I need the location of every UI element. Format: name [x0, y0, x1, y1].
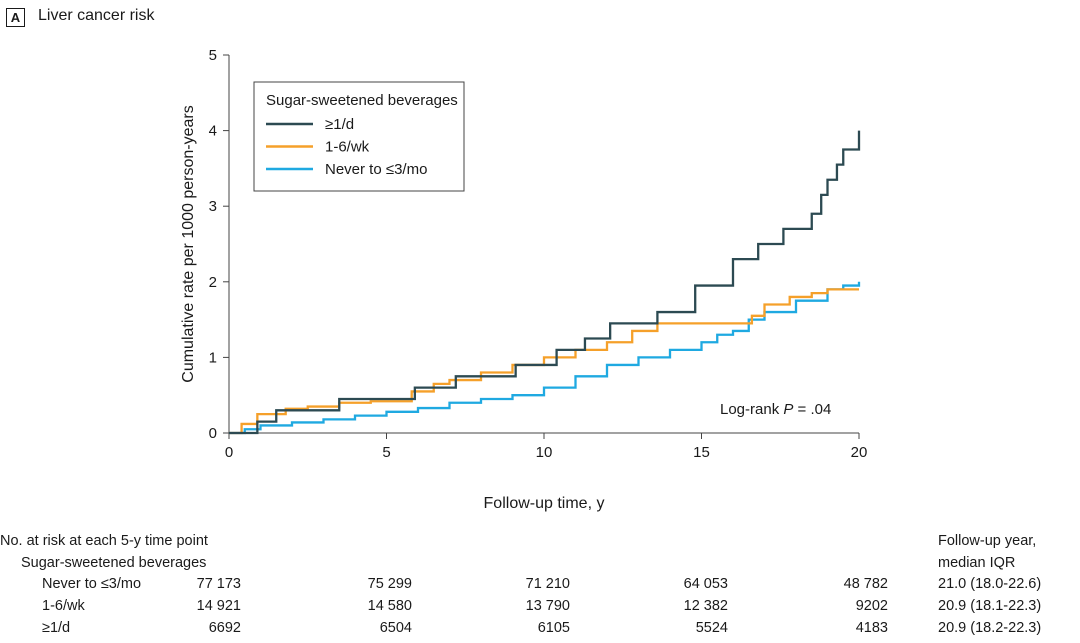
risk-cell: 13 790 — [525, 598, 570, 614]
risk-cell: 6504 — [379, 620, 412, 636]
log-rank-annotation: Log-rank P = .04 — [720, 401, 831, 418]
risk-cell: 48 782 — [843, 576, 888, 592]
followup-cell: 20.9 (18.2-22.3) — [938, 620, 1042, 636]
risk-cell: 4183 — [855, 620, 888, 636]
risk-cell: 14 580 — [367, 598, 412, 614]
risk-cell: 12 382 — [683, 598, 728, 614]
panel-label: A — [6, 8, 25, 27]
risk-cell: 5524 — [695, 620, 728, 636]
followup-cell: 21.0 (18.0-22.6) — [938, 576, 1042, 592]
followup-header-line2: median IQR — [938, 555, 1016, 571]
risk-cell: 75 299 — [367, 576, 412, 592]
x-tick-label: 10 — [536, 444, 553, 461]
y-axis-label: Cumulative rate per 1000 person-years — [180, 105, 197, 382]
followup-cell: 20.9 (18.1-22.3) — [938, 598, 1042, 614]
risk-row-label: ≥1/d — [42, 620, 71, 636]
legend-label: ≥1/d — [325, 116, 354, 133]
survival-chart: 0 5 10 15 20 0 1 2 3 4 5 Follow-up time, y Cumulativ… — [180, 47, 867, 512]
legend-label: Never to ≤3/mo — [325, 161, 427, 178]
axes: 0 5 10 15 20 0 1 2 3 4 5 Follow-up time, y Cumulativ… — [180, 47, 867, 512]
risk-cell: 64 053 — [683, 576, 728, 592]
y-tick-label: 1 — [209, 349, 217, 366]
legend-label: 1-6/wk — [325, 139, 370, 156]
panel-title: Liver cancer risk — [38, 7, 155, 24]
x-axis-label: Follow-up time, y — [484, 495, 605, 512]
annotation: Log-rank P = .04 — [720, 401, 831, 418]
risk-cell: 77 173 — [196, 576, 241, 592]
x-tick-label: 20 — [851, 444, 868, 461]
legend-title: Sugar-sweetened beverages — [266, 92, 458, 109]
y-tick-label: 4 — [209, 123, 217, 140]
series-line — [229, 130, 861, 435]
risk-row-label: 1-6/wk — [42, 598, 85, 614]
risk-cell: 71 210 — [525, 576, 570, 592]
risk-header: No. at risk at each 5-y time point — [0, 533, 208, 549]
y-tick-label: 5 — [209, 47, 217, 64]
y-tick-label: 3 — [209, 198, 217, 215]
series-line — [229, 288, 859, 435]
x-tick-label: 15 — [693, 444, 710, 461]
risk-cell: 6105 — [537, 620, 570, 636]
risk-cell: 6692 — [208, 620, 241, 636]
risk-cell: 9202 — [855, 598, 888, 614]
series-layer — [229, 130, 861, 435]
risk-subheader: Sugar-sweetened beverages — [21, 555, 207, 571]
y-tick-label: 0 — [209, 425, 217, 442]
x-tick-label: 5 — [382, 444, 390, 461]
followup-header-line1: Follow-up year, — [938, 533, 1037, 549]
risk-cell: 14 921 — [196, 598, 241, 614]
x-tick-label: 0 — [225, 444, 233, 461]
legend-box — [253, 81, 465, 192]
legend: Sugar-sweetened beverages ≥1/d 1-6/wk Never… — [253, 81, 465, 192]
y-tick-label: 2 — [209, 274, 217, 291]
risk-row-label: Never to ≤3/mo — [42, 576, 142, 592]
